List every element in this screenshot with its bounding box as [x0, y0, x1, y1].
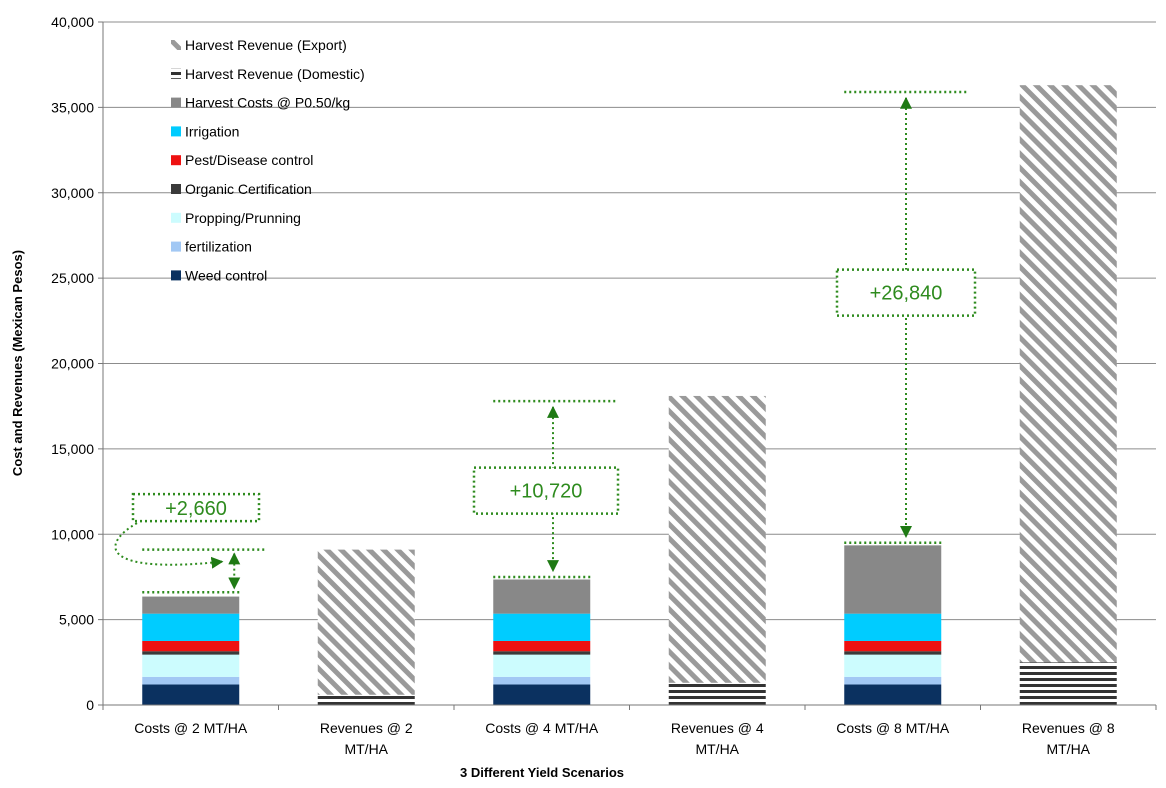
y-tick-label: 20,000 — [51, 356, 94, 372]
y-tick-label: 15,000 — [51, 441, 94, 457]
x-axis-title: 3 Different Yield Scenarios — [460, 765, 624, 780]
bar-segment-propping-prunning — [844, 654, 942, 677]
y-tick-label: 25,000 — [51, 270, 94, 286]
legend: Harvest Revenue (Export) Harvest Revenue … — [171, 37, 365, 283]
y-tick-label: 40,000 — [51, 14, 94, 30]
x-tick-labels: Costs @ 2 MT/HA Revenues @ 2 MT/HA Costs @ … — [134, 720, 1115, 757]
legend-label: Organic Certification — [185, 181, 312, 197]
legend-label: Pest/Disease control — [185, 152, 313, 168]
legend-label: fertilization — [185, 239, 252, 255]
bar-segment-pest-disease-control — [844, 640, 942, 652]
bar-segment-harvest-revenue-export — [668, 395, 766, 683]
legend-swatch-weed-control — [171, 270, 181, 281]
bar-segment-weed-control — [493, 684, 591, 705]
x-tick-label: MT/HA — [695, 741, 739, 757]
bar-segment-organic-certification — [844, 651, 942, 655]
legend-label: Harvest Revenue (Domestic) — [185, 66, 365, 82]
bar-segment-weed-control — [844, 684, 942, 705]
legend-label: Harvest Costs @ P0.50/kg — [185, 95, 350, 111]
legend-label: Propping/Prunning — [185, 210, 301, 226]
bar-segment-harvest-revenue-export — [317, 549, 415, 695]
x-tick-label: Revenues @ 8 — [1022, 720, 1115, 736]
y-axis-title: Cost and Revenues (Mexican Pesos) — [10, 250, 25, 476]
legend-swatch-propping-prunning — [171, 212, 181, 223]
annotation-callout-curve — [114, 522, 224, 569]
bar-segment-organic-certification — [493, 651, 591, 655]
legend-swatch-pest-disease-control — [171, 155, 181, 166]
y-tick-label: 10,000 — [51, 526, 94, 542]
x-tick-label: Costs @ 4 MT/HA — [485, 720, 599, 736]
gridlines — [103, 21, 1156, 621]
bar-segment-harvest-costs-p0-50-kg — [493, 579, 591, 614]
x-tick-label: MT/HA — [344, 741, 388, 757]
y-tick-label: 0 — [86, 697, 94, 713]
bar-segment-harvest-costs-p0-50-kg — [844, 545, 942, 614]
bar-segment-harvest-revenue-domestic — [668, 682, 766, 705]
legend-label: Harvest Revenue (Export) — [185, 37, 347, 53]
axes — [98, 21, 1157, 710]
y-tick-labels: 0 5,000 10,000 15,000 20,000 25,000 30,000 35,0… — [51, 14, 94, 713]
annotation-box — [131, 492, 261, 523]
legend-swatch-harvest-revenue-export — [171, 40, 181, 50]
legend-label: Weed control — [185, 267, 267, 283]
y-tick-label: 5,000 — [59, 612, 94, 628]
y-tick-label: 30,000 — [51, 185, 94, 201]
bar-segment-harvest-costs-p0-50-kg — [142, 596, 240, 614]
bar-segment-irrigation — [844, 613, 942, 641]
annotations: +2,660 +10,720 +26,840 — [114, 90, 977, 594]
annotation-box — [835, 268, 977, 317]
annotation-label: +10,720 — [510, 481, 583, 503]
bar-segment-harvest-revenue-export — [1019, 85, 1117, 663]
bar-segment-pest-disease-control — [142, 640, 240, 652]
annotation-box — [472, 466, 620, 515]
bar-segment-fertilization — [844, 676, 942, 685]
x-tick-label: Costs @ 8 MT/HA — [836, 720, 950, 736]
annotation-label: +2,660 — [165, 498, 227, 520]
legend-swatch-harvest-revenue-domestic — [171, 68, 181, 79]
legend-swatch-harvest-costs-p0-50-kg — [171, 97, 181, 108]
x-tick-label: MT/HA — [1046, 741, 1090, 757]
legend-swatch-fertilization — [171, 241, 181, 252]
legend-label: Irrigation — [185, 123, 239, 139]
y-tick-label: 35,000 — [51, 99, 94, 115]
x-tick-label: Revenues @ 2 — [320, 720, 413, 736]
x-tick-label: Revenues @ 4 — [671, 720, 764, 736]
x-tick-label: Costs @ 2 MT/HA — [134, 720, 248, 736]
annotation-label: +26,840 — [870, 283, 943, 305]
bar-segment-harvest-revenue-domestic — [1019, 662, 1117, 705]
bar-segment-irrigation — [142, 613, 240, 641]
legend-swatch-organic-certification — [171, 184, 181, 194]
bar-segment-weed-control — [142, 684, 240, 705]
bar-segment-organic-certification — [142, 651, 240, 655]
bar-segment-propping-prunning — [493, 654, 591, 677]
legend-swatch-irrigation — [171, 126, 181, 137]
bar-segment-fertilization — [493, 676, 591, 685]
bar-segment-propping-prunning — [142, 654, 240, 677]
bar-segment-fertilization — [142, 676, 240, 685]
bar-segment-pest-disease-control — [493, 640, 591, 652]
bars — [142, 85, 1117, 705]
bar-segment-irrigation — [493, 613, 591, 641]
bar-segment-harvest-revenue-domestic — [317, 694, 415, 705]
